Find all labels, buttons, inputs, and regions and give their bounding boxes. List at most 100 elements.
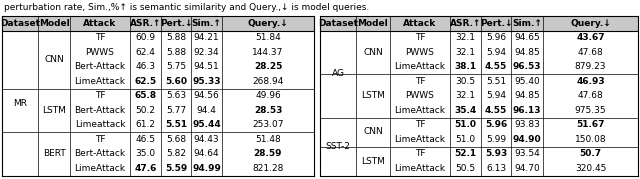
- Text: 94.4: 94.4: [196, 106, 216, 115]
- Text: 60.9: 60.9: [136, 33, 156, 42]
- Text: 253.07: 253.07: [252, 120, 284, 129]
- Text: 320.45: 320.45: [575, 164, 606, 173]
- Text: LSTM: LSTM: [42, 106, 66, 115]
- Text: TF: TF: [95, 91, 105, 100]
- Text: 5.77: 5.77: [166, 106, 186, 115]
- Text: 94.56: 94.56: [194, 91, 220, 100]
- Text: 62.5: 62.5: [134, 77, 157, 86]
- Text: 879.23: 879.23: [575, 62, 606, 71]
- Text: 35.0: 35.0: [136, 149, 156, 158]
- Text: Query.↓: Query.↓: [570, 19, 611, 28]
- Text: Attack: Attack: [83, 19, 116, 28]
- Text: 94.65: 94.65: [514, 33, 540, 42]
- Text: 94.85: 94.85: [514, 48, 540, 57]
- Text: 5.94: 5.94: [486, 91, 506, 100]
- Text: Model: Model: [38, 19, 69, 28]
- Text: Model: Model: [358, 19, 388, 28]
- Text: 5.51: 5.51: [165, 120, 187, 129]
- Text: 5.96: 5.96: [486, 33, 506, 42]
- Text: TF: TF: [95, 33, 105, 42]
- Text: 43.67: 43.67: [576, 33, 605, 42]
- Text: MR: MR: [13, 98, 27, 108]
- Text: 95.44: 95.44: [192, 120, 221, 129]
- Text: 65.8: 65.8: [134, 91, 157, 100]
- Text: 94.51: 94.51: [194, 62, 220, 71]
- Text: 821.28: 821.28: [252, 164, 284, 173]
- Text: LimeAttack: LimeAttack: [394, 135, 445, 144]
- Text: 94.21: 94.21: [194, 33, 220, 42]
- Text: 94.85: 94.85: [514, 91, 540, 100]
- Text: 51.67: 51.67: [576, 120, 605, 129]
- Text: 46.93: 46.93: [576, 77, 605, 86]
- Text: TF: TF: [415, 77, 425, 86]
- Text: AG: AG: [332, 69, 344, 79]
- Text: Attack: Attack: [403, 19, 436, 28]
- Text: TF: TF: [415, 33, 425, 42]
- Text: TF: TF: [95, 135, 105, 144]
- Text: 5.99: 5.99: [486, 135, 506, 144]
- Text: 93.83: 93.83: [514, 120, 540, 129]
- Text: 52.1: 52.1: [454, 149, 477, 158]
- Text: SST-2: SST-2: [326, 142, 351, 151]
- Text: LimeAttack: LimeAttack: [394, 106, 445, 115]
- Text: 50.7: 50.7: [579, 149, 602, 158]
- Text: Query.↓: Query.↓: [248, 19, 289, 28]
- Text: 47.68: 47.68: [578, 91, 604, 100]
- Bar: [320, 16, 638, 30]
- Text: 46.5: 46.5: [136, 135, 156, 144]
- Text: 4.55: 4.55: [485, 106, 507, 115]
- Text: 28.25: 28.25: [254, 62, 282, 71]
- Text: 94.99: 94.99: [192, 164, 221, 173]
- Text: 5.88: 5.88: [166, 33, 186, 42]
- Text: 94.64: 94.64: [194, 149, 220, 158]
- Text: 47.68: 47.68: [578, 48, 604, 57]
- Text: 32.1: 32.1: [456, 91, 476, 100]
- Text: 28.53: 28.53: [254, 106, 282, 115]
- Text: CNN: CNN: [363, 127, 383, 137]
- Text: Bert-Attack: Bert-Attack: [74, 106, 125, 115]
- Text: 30.5: 30.5: [456, 77, 476, 86]
- Text: 28.59: 28.59: [253, 149, 282, 158]
- Text: 94.90: 94.90: [513, 135, 541, 144]
- Text: Limeattack: Limeattack: [75, 120, 125, 129]
- Text: 51.0: 51.0: [456, 135, 476, 144]
- Text: 6.13: 6.13: [486, 164, 506, 173]
- Text: Dataset: Dataset: [318, 19, 358, 28]
- Text: 5.60: 5.60: [165, 77, 187, 86]
- Text: 975.35: 975.35: [575, 106, 606, 115]
- Text: PWWS: PWWS: [406, 91, 435, 100]
- Text: perturbation rate, Sim.,%↑ is semantic similarity and Query.,↓ is model queries.: perturbation rate, Sim.,%↑ is semantic s…: [4, 3, 369, 12]
- Text: 5.75: 5.75: [166, 62, 186, 71]
- Text: Bert-Attack: Bert-Attack: [74, 62, 125, 71]
- Text: 95.40: 95.40: [514, 77, 540, 86]
- Text: 32.1: 32.1: [456, 48, 476, 57]
- Text: BERT: BERT: [43, 149, 65, 158]
- Text: 5.96: 5.96: [485, 120, 507, 129]
- Text: 50.2: 50.2: [136, 106, 156, 115]
- Text: 38.1: 38.1: [454, 62, 477, 71]
- Text: 5.94: 5.94: [486, 48, 506, 57]
- Text: Pert.↓: Pert.↓: [480, 19, 512, 28]
- Text: 96.13: 96.13: [513, 106, 541, 115]
- Text: 95.33: 95.33: [192, 77, 221, 86]
- Text: 51.0: 51.0: [454, 120, 477, 129]
- Text: Dataset: Dataset: [0, 19, 40, 28]
- Text: 50.5: 50.5: [456, 164, 476, 173]
- Bar: [2, 16, 314, 30]
- Text: PWWS: PWWS: [86, 48, 115, 57]
- Text: 92.34: 92.34: [194, 48, 220, 57]
- Text: LSTM: LSTM: [361, 91, 385, 100]
- Text: 93.54: 93.54: [514, 149, 540, 158]
- Text: ASR.↑: ASR.↑: [450, 19, 481, 28]
- Text: 32.1: 32.1: [456, 33, 476, 42]
- Text: TF: TF: [415, 149, 425, 158]
- Text: 5.51: 5.51: [486, 77, 506, 86]
- Text: 62.4: 62.4: [136, 48, 156, 57]
- Text: 61.2: 61.2: [136, 120, 156, 129]
- Text: 5.82: 5.82: [166, 149, 186, 158]
- Text: ASR.↑: ASR.↑: [130, 19, 161, 28]
- Text: 5.93: 5.93: [485, 149, 507, 158]
- Text: 51.48: 51.48: [255, 135, 281, 144]
- Text: LimeAttack: LimeAttack: [394, 164, 445, 173]
- Text: CNN: CNN: [44, 55, 64, 64]
